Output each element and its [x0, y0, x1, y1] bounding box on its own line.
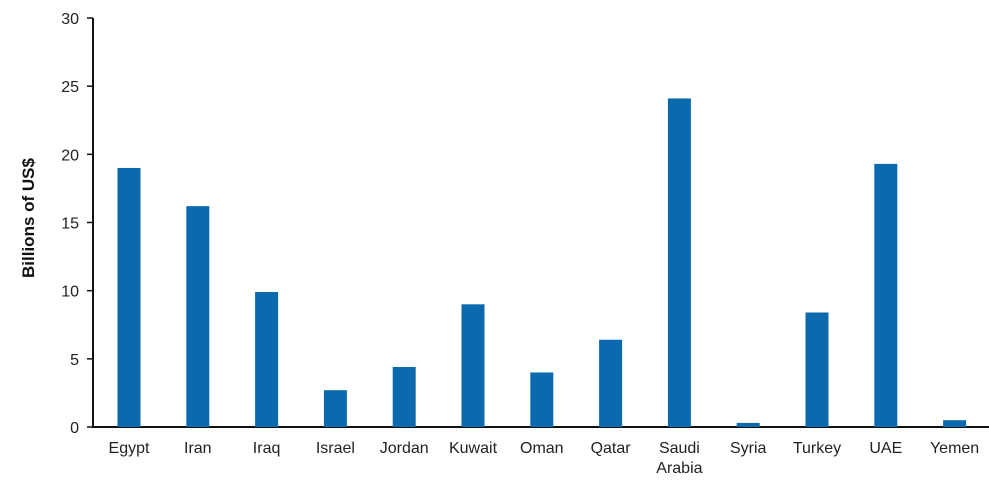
x-tick-label: UAE	[869, 440, 902, 457]
x-tick-label: Israel	[316, 440, 355, 457]
x-tick-label-line: UAE	[869, 440, 902, 457]
x-tick-label: Iraq	[253, 440, 281, 457]
bar	[255, 292, 279, 427]
x-ticks: Egypt Iran Iraq Israel Jordan Kuwait Oman Qatar…	[109, 440, 980, 477]
bar	[323, 390, 347, 427]
bar	[736, 422, 760, 427]
bar	[117, 167, 141, 427]
x-tick-label-line: Qatar	[591, 440, 632, 457]
bars	[117, 98, 967, 428]
x-tick-label: Iran	[184, 440, 212, 457]
x-tick-label: Jordan	[380, 440, 429, 457]
y-tick-label: 25	[61, 79, 79, 96]
y-axis: 0 5 10 15 20 25 30	[61, 11, 94, 437]
x-axis: Egypt Iran Iraq Israel Jordan Kuwait Oman Qatar…	[92, 426, 989, 477]
x-tick-label: Kuwait	[449, 440, 498, 457]
bar	[461, 304, 485, 427]
x-tick-label: Qatar	[591, 440, 632, 457]
x-tick-label-line: Turkey	[793, 440, 841, 457]
x-tick-label-line: Yemen	[930, 440, 979, 457]
y-tick-label: 30	[61, 11, 79, 28]
bar	[599, 339, 623, 427]
x-tick-label-line: Iran	[184, 440, 212, 457]
x-tick-label-line: Jordan	[380, 440, 429, 457]
x-tick-label: Turkey	[793, 440, 841, 457]
y-axis-title: Billions of US$	[19, 157, 38, 278]
bar	[874, 163, 898, 428]
x-tick-label: Syria	[730, 440, 767, 457]
bar	[186, 206, 210, 427]
y-tick-label: 10	[61, 284, 79, 301]
y-tick-label: 0	[70, 420, 79, 437]
x-tick-label-line: Oman	[520, 440, 564, 457]
bar	[667, 98, 691, 427]
y-ticks: 0 5 10 15 20 25 30	[61, 11, 93, 437]
x-tick-label: Saudi Arabia	[656, 440, 702, 477]
x-tick-label-line: Iraq	[253, 440, 281, 457]
x-tick-label-line: Saudi	[659, 440, 700, 457]
y-tick-label: 20	[61, 147, 79, 164]
x-tick-label-line: Israel	[316, 440, 355, 457]
bar	[530, 372, 554, 427]
x-tick-label: Yemen	[930, 440, 979, 457]
x-tick-label-line: Egypt	[109, 440, 150, 457]
x-tick-label-line: Syria	[730, 440, 767, 457]
y-tick-label: 15	[61, 216, 79, 233]
bar	[392, 367, 416, 427]
x-tick-label-line: Arabia	[656, 460, 702, 477]
x-tick-label-line: Kuwait	[449, 440, 498, 457]
bar	[943, 420, 967, 427]
bar	[805, 312, 829, 427]
x-tick-label: Egypt	[109, 440, 150, 457]
y-tick-label: 5	[70, 352, 79, 369]
x-tick-label: Oman	[520, 440, 564, 457]
